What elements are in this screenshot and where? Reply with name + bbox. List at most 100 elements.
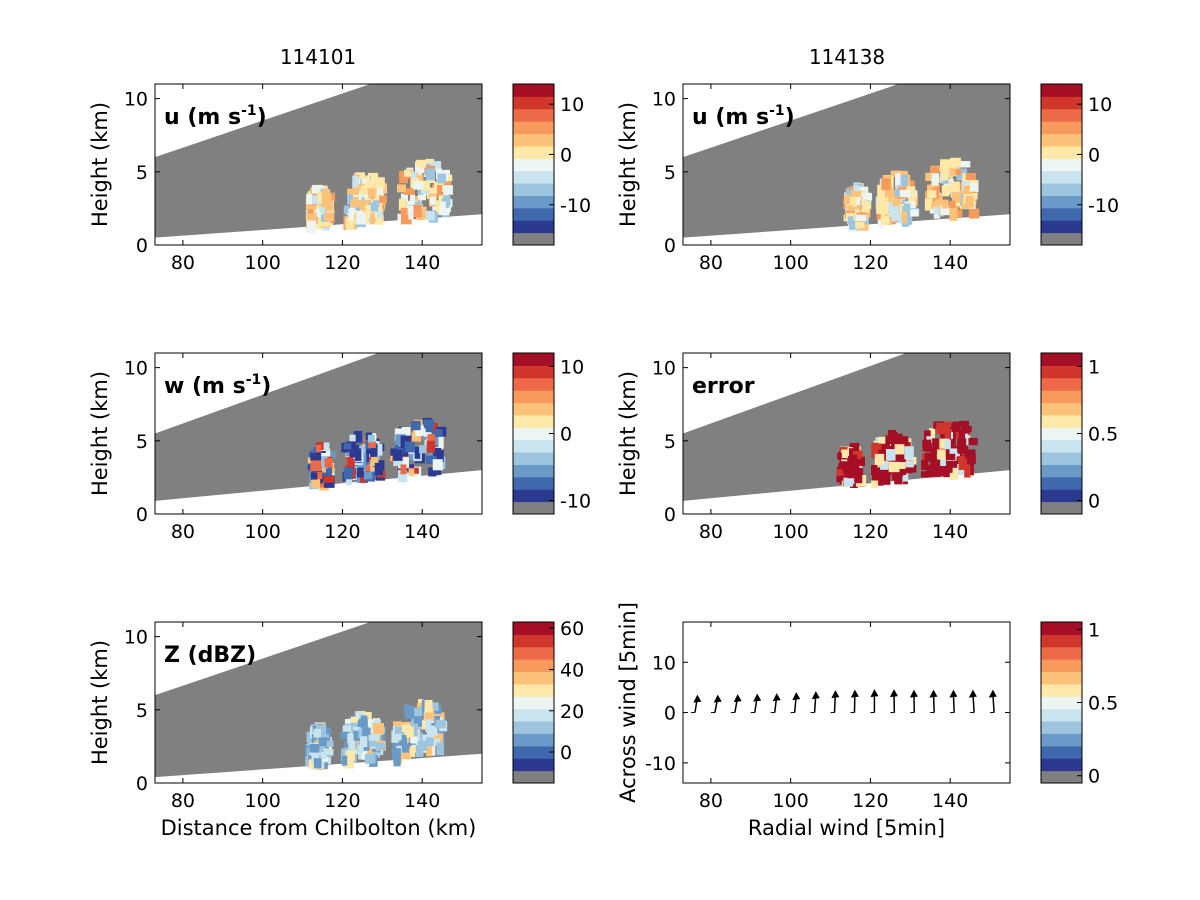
echo-cell [955, 168, 962, 176]
echo-cell [306, 212, 317, 225]
colorbar-swatch [1041, 195, 1082, 209]
wind-vector-head [929, 689, 938, 698]
echo-cell [376, 207, 383, 219]
axes-frame [154, 352, 483, 515]
echo-cell [422, 719, 429, 730]
colorbar-Z-114101: 60 40 20 0 [512, 618, 584, 784]
x-tick-label: 140 [404, 790, 440, 812]
echo-cell [944, 421, 954, 429]
colorbar-swatch [513, 770, 554, 784]
echo-cell [430, 422, 439, 433]
echo-cell [352, 182, 359, 195]
echo-cell [360, 715, 368, 728]
echo-cell [320, 752, 327, 759]
echo-cell [964, 464, 971, 478]
echo-cell [310, 463, 322, 471]
echo-cell [862, 192, 873, 201]
echo-cell [307, 739, 313, 746]
echo-cell [878, 194, 885, 202]
echo-cell [348, 208, 354, 221]
annotation-superscript: -1 [769, 103, 785, 119]
echo-cell [400, 464, 407, 475]
echo-cell [370, 444, 378, 457]
echo-cell [358, 192, 364, 205]
echo-cell [353, 730, 363, 743]
colorbar-swatch [1041, 353, 1082, 366]
echo-cell [940, 205, 950, 216]
echo-cell [349, 434, 356, 442]
colorbar-swatch [1041, 439, 1082, 453]
echo-cell [393, 753, 401, 767]
colorbar-swatch [1041, 721, 1082, 734]
echo-cell [352, 725, 362, 735]
annotation-close: ) [785, 105, 795, 130]
colorbar-swatch [1041, 745, 1082, 759]
echo-cell [966, 437, 978, 446]
echo-cell [904, 446, 914, 460]
echo-cell [318, 737, 327, 747]
colorbar-u-114101: 10 0 -10 [512, 83, 591, 246]
echo-cell [350, 747, 362, 755]
colorbar-swatch [1041, 464, 1082, 478]
echo-cell [401, 745, 409, 753]
x-tick-label: 120 [852, 790, 888, 812]
colorbar-swatch [513, 96, 554, 110]
colorbar-swatch [1041, 390, 1082, 404]
echo-cell [875, 437, 881, 445]
echo-cell [941, 199, 949, 209]
echo-cells [836, 420, 978, 489]
colorbar-tick-label: 10 [1088, 94, 1112, 116]
wind-vector-head [949, 689, 958, 698]
column-title-left: 114101 [280, 45, 356, 69]
echo-cell [401, 426, 411, 438]
echo-cell [322, 744, 331, 753]
colorbar-swatch [513, 733, 554, 747]
echo-cell [311, 751, 320, 764]
echo-cell [871, 442, 882, 451]
echo-cell [425, 743, 433, 757]
y-tick-label: 0 [664, 504, 676, 526]
echo-cell [408, 468, 415, 476]
echo-cell [392, 449, 403, 461]
echo-cell [876, 202, 886, 214]
echo-cell [946, 453, 956, 461]
wind-vector-head [811, 691, 820, 700]
colorbar-swatch [513, 183, 554, 196]
echo-cell [939, 438, 950, 449]
x-tick-label: 80 [699, 790, 723, 812]
echo-cell [310, 452, 322, 461]
echo-cell [851, 457, 857, 471]
panel-annotation: u (m s-1) [164, 103, 267, 130]
colorbar-swatch [1041, 696, 1082, 710]
echo-cell [436, 742, 445, 756]
echo-cell [394, 726, 405, 737]
x-tick-label: 140 [932, 521, 968, 543]
colorbar-swatch [513, 170, 554, 184]
echo-cell [843, 447, 853, 457]
echo-cell [315, 208, 322, 215]
echo-cell [323, 748, 334, 755]
echo-cell [352, 175, 359, 188]
y-tick-label: 5 [136, 700, 148, 722]
echo-cell [436, 435, 444, 449]
echo-cell [880, 461, 889, 470]
colorbar-swatch [513, 353, 554, 366]
colorbar-swatch [513, 721, 554, 734]
colorbar-swatch [513, 390, 554, 404]
colorbar-frame [512, 83, 555, 246]
colorbar-tick-label: 0 [1088, 144, 1100, 166]
echo-cell [944, 425, 950, 439]
echo-cell [368, 441, 376, 449]
echo-cell [931, 450, 937, 464]
echo-cell [365, 180, 375, 189]
y-tick-label: 10 [124, 358, 148, 380]
echo-cell [439, 201, 446, 213]
echo-cell [843, 477, 853, 487]
colorbar-swatch [1041, 708, 1082, 722]
echo-cell [871, 470, 882, 481]
y-tick-label: 10 [652, 652, 676, 674]
echo-cell [884, 187, 894, 199]
echo-cell [400, 207, 408, 215]
echo-cell [871, 475, 879, 489]
